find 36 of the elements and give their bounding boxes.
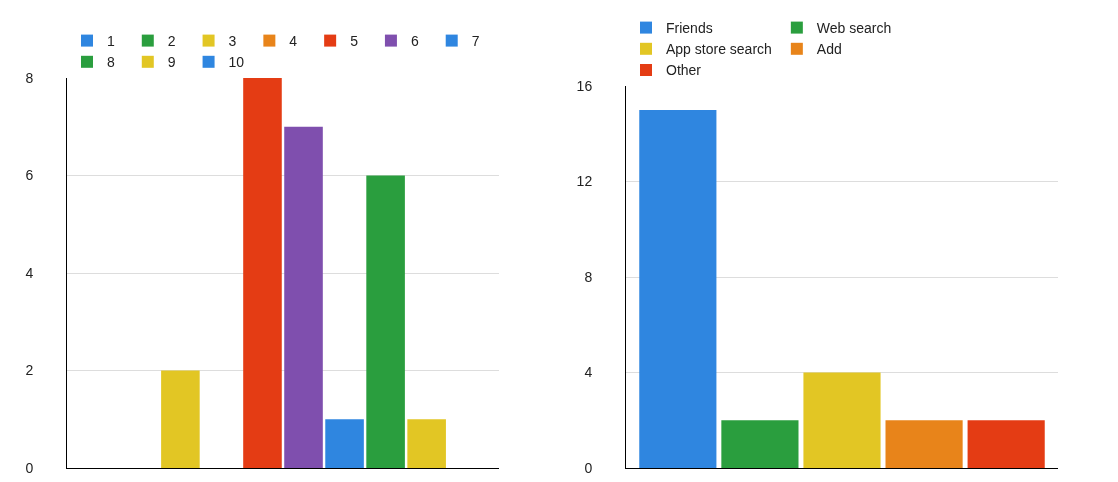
y-tick-label: 2 xyxy=(25,362,34,379)
bar xyxy=(366,175,405,468)
bar xyxy=(803,372,881,468)
legend-label: 4 xyxy=(289,33,298,50)
bar xyxy=(243,78,282,468)
legend-label: Friends xyxy=(666,20,713,37)
y-tick-label: 0 xyxy=(25,459,34,476)
y-tick-label: 0 xyxy=(584,459,593,476)
legend-label: 6 xyxy=(410,33,419,50)
bar xyxy=(284,126,323,468)
legend-label: App store search xyxy=(666,41,772,58)
legend-label: 10 xyxy=(228,54,245,71)
y-tick-label: 4 xyxy=(25,264,34,281)
legend-label: Add xyxy=(816,41,842,58)
bar xyxy=(325,419,364,468)
legend-label: 8 xyxy=(107,54,115,71)
legend-label: Other xyxy=(666,62,702,79)
bar xyxy=(885,420,963,468)
legend-label: 5 xyxy=(350,33,359,50)
legend-label: 1 xyxy=(107,33,115,50)
y-tick-label: 6 xyxy=(25,167,34,184)
y-tick-label: 8 xyxy=(25,69,34,86)
legend-label: 9 xyxy=(167,54,176,71)
legend-label: 2 xyxy=(167,33,176,50)
bar xyxy=(967,420,1045,468)
y-tick-label: 16 xyxy=(576,77,593,94)
y-tick-label: 8 xyxy=(584,268,593,285)
bar xyxy=(639,109,717,468)
bar xyxy=(161,370,200,468)
legend-label: Web search xyxy=(816,20,892,37)
legend-label: 7 xyxy=(471,33,480,50)
y-tick-label: 12 xyxy=(576,173,593,190)
y-tick-label: 4 xyxy=(584,364,593,381)
bar xyxy=(407,419,446,468)
legend-label: 3 xyxy=(228,33,237,50)
bar xyxy=(721,420,799,468)
